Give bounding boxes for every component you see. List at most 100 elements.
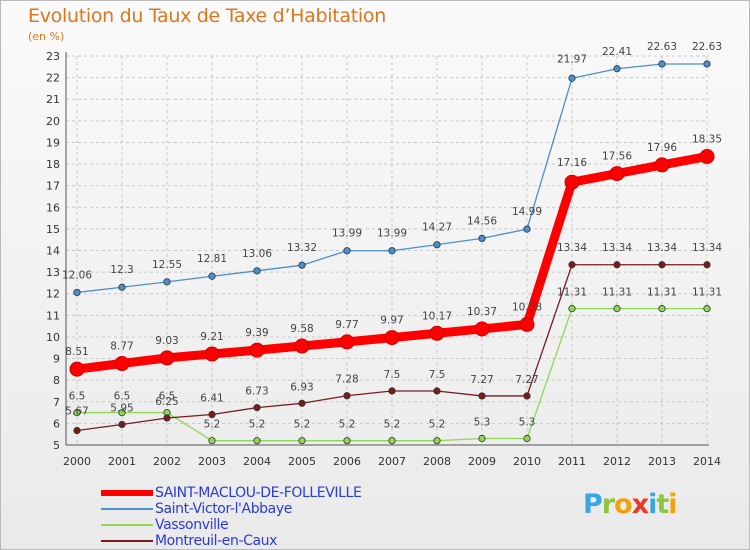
data-point: [564, 174, 580, 190]
data-label: 5.95: [110, 402, 133, 414]
data-label: 5.2: [384, 419, 401, 431]
data-label: 9.77: [335, 319, 358, 331]
data-point: [523, 392, 531, 400]
data-label: 22.41: [602, 46, 632, 58]
proxiti-logo: Proxiti: [583, 489, 678, 520]
data-label: 8.51: [65, 346, 88, 358]
data-label: 10.58: [512, 301, 542, 313]
y-tick-label: 5: [53, 439, 60, 452]
logo-letter: t: [656, 489, 669, 520]
data-label: 5.3: [519, 417, 536, 429]
legend-swatch-saint-victor: [101, 508, 153, 510]
data-label: 6.25: [155, 396, 178, 408]
x-tick-label: 2006: [333, 455, 361, 468]
data-label: 7.5: [384, 369, 401, 381]
data-point: [523, 225, 531, 233]
data-point: [253, 437, 261, 445]
data-point: [343, 392, 351, 400]
x-tick-label: 2007: [378, 455, 406, 468]
x-tick-label: 2010: [513, 455, 541, 468]
data-point: [568, 261, 576, 269]
data-point: [208, 410, 216, 419]
legend-label-saint-maclou: SAINT-MACLOU-DE-FOLLEVILLE: [155, 485, 362, 501]
legend-item-saint-victor: Saint-Victor-l'Abbaye: [101, 501, 441, 517]
data-label: 14.27: [422, 222, 452, 234]
data-point: [609, 166, 625, 182]
data-point: [703, 305, 711, 313]
data-label: 14.99: [512, 206, 542, 218]
data-label: 5.2: [429, 419, 446, 431]
data-label: 6.73: [245, 386, 268, 398]
data-label: 12.55: [152, 259, 182, 271]
series-lines: [69, 60, 715, 445]
data-label: 9.03: [155, 335, 178, 347]
data-label: 9.97: [380, 315, 403, 327]
data-point: [253, 267, 261, 275]
data-label: 11.31: [647, 287, 677, 299]
data-point: [163, 414, 171, 422]
logo-letter: i: [668, 489, 677, 520]
data-label: 8.77: [110, 341, 133, 353]
x-tick-label: 2013: [648, 455, 676, 468]
x-tick-label: 2009: [468, 455, 496, 468]
data-point: [703, 261, 711, 269]
y-tick-label: 8: [53, 374, 60, 387]
logo-letter: i: [648, 489, 657, 520]
data-point: [118, 283, 126, 291]
data-label: 13.34: [602, 242, 632, 254]
legend-label-saint-victor: Saint-Victor-l'Abbaye: [155, 501, 292, 517]
y-tick-label: 11: [46, 309, 60, 322]
data-label: 22.63: [692, 41, 722, 53]
data-point: [339, 334, 355, 350]
legend-item-saint-maclou: SAINT-MACLOU-DE-FOLLEVILLE: [101, 485, 441, 501]
data-label: 13.34: [647, 242, 677, 254]
data-point: [699, 148, 715, 164]
data-label: 9.39: [245, 327, 268, 339]
data-label: 10.37: [467, 306, 497, 318]
x-tick-label: 2004: [243, 455, 271, 468]
x-tick-label: 2005: [288, 455, 316, 468]
data-label: 10.17: [422, 310, 452, 322]
data-point: [204, 346, 220, 362]
data-point: [703, 60, 711, 68]
legend-item-vassonville: Vassonville: [101, 517, 441, 533]
y-tick-label: 12: [46, 288, 60, 301]
data-point: [568, 74, 576, 82]
legend-swatch-montreuil: [101, 540, 153, 542]
chart-title: Evolution du Taux de Taxe d’Habitation: [28, 5, 386, 27]
data-point: [208, 272, 216, 280]
data-point: [613, 261, 621, 269]
data-point: [429, 325, 445, 341]
data-point: [294, 338, 310, 354]
data-label: 7.27: [470, 374, 493, 386]
y-tick-label: 13: [46, 266, 60, 279]
data-point: [388, 387, 396, 395]
data-point: [478, 392, 486, 400]
data-label: 7.5: [429, 369, 446, 381]
data-point: [654, 157, 670, 173]
data-point: [163, 278, 171, 286]
data-point: [658, 60, 666, 68]
data-label: 7.27: [515, 374, 538, 386]
x-tick-label: 2000: [63, 455, 91, 468]
data-point: [384, 330, 400, 346]
data-label: 21.97: [557, 53, 587, 65]
data-label: 12.06: [62, 269, 92, 281]
data-point: [69, 361, 85, 377]
data-point: [433, 387, 441, 395]
data-label: 14.56: [467, 215, 497, 227]
y-tick-label: 15: [46, 223, 60, 236]
data-point: [73, 426, 81, 435]
data-label: 6.5: [69, 391, 86, 403]
data-point: [253, 404, 261, 412]
data-labels: 8.51 8.77 9.03 9.21 9.39 9.58 9.77 9.97 10.17 10.…: [62, 41, 722, 431]
logo-letter: r: [601, 489, 615, 520]
legend: SAINT-MACLOU-DE-FOLLEVILLE Saint-Victor-…: [101, 485, 441, 549]
data-label: 6.5: [159, 391, 176, 403]
y-tick-label: 17: [46, 180, 60, 193]
x-tick-label: 2011: [558, 455, 586, 468]
data-point: [343, 247, 351, 255]
data-point: [474, 321, 490, 337]
data-point: [118, 420, 126, 429]
y-tick-label: 16: [46, 201, 60, 214]
